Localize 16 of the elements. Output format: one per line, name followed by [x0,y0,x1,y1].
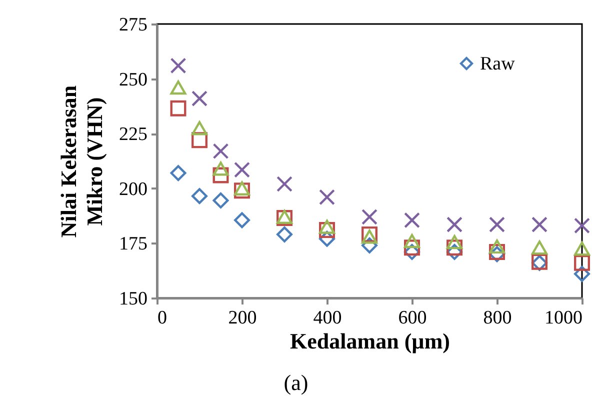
y-tick-label: 225 [119,124,148,146]
x-axis-title: Kedalaman (µm) [290,328,450,354]
x-tick-label: 600 [398,308,427,328]
text: (a) [282,370,310,396]
x-tick-label: 800 [483,308,512,328]
legend-label: Raw [480,54,516,74]
y-tick-label: 175 [119,234,148,255]
y-axis-title: Nilai Kekerasan Mikro (VHN) [56,85,107,238]
x-tick-label: 400 [313,308,342,328]
y-tick-label: 200 [119,178,148,200]
x-tick-label: 1000 [544,308,582,328]
x-tick-label: 0 [158,308,167,328]
y-tick-label: 275 [119,14,148,36]
y-tick-label: 250 [119,69,148,90]
y-tick-label: 150 [119,288,148,310]
x-tick-label: 200 [228,308,257,328]
